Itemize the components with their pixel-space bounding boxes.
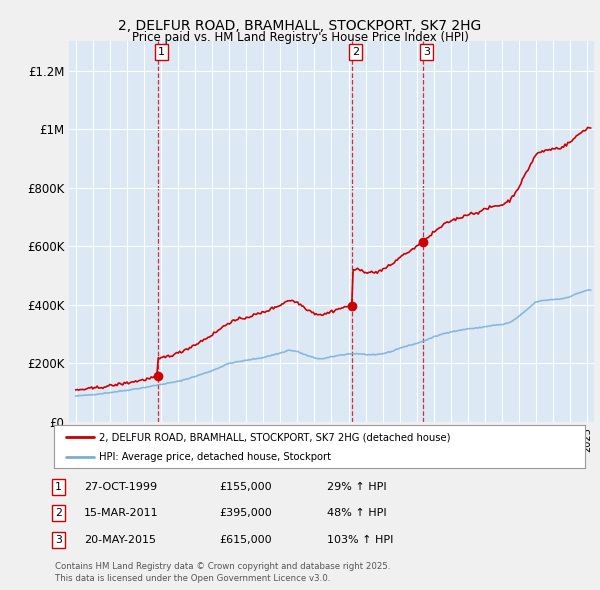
Text: This data is licensed under the Open Government Licence v3.0.: This data is licensed under the Open Gov… [55, 574, 331, 583]
Text: Price paid vs. HM Land Registry's House Price Index (HPI): Price paid vs. HM Land Registry's House … [131, 31, 469, 44]
Text: 3: 3 [55, 535, 62, 545]
Text: 3: 3 [423, 47, 430, 57]
Text: 27-OCT-1999: 27-OCT-1999 [84, 482, 157, 491]
Text: £615,000: £615,000 [219, 535, 272, 545]
Text: 2: 2 [55, 509, 62, 518]
Text: 48% ↑ HPI: 48% ↑ HPI [327, 509, 386, 518]
Text: 2: 2 [352, 47, 359, 57]
Text: 103% ↑ HPI: 103% ↑ HPI [327, 535, 394, 545]
Text: 15-MAR-2011: 15-MAR-2011 [84, 509, 158, 518]
Text: 2, DELFUR ROAD, BRAMHALL, STOCKPORT, SK7 2HG: 2, DELFUR ROAD, BRAMHALL, STOCKPORT, SK7… [118, 19, 482, 33]
Text: 1: 1 [55, 482, 62, 491]
Text: Contains HM Land Registry data © Crown copyright and database right 2025.: Contains HM Land Registry data © Crown c… [55, 562, 391, 571]
Text: 29% ↑ HPI: 29% ↑ HPI [327, 482, 386, 491]
Text: 2, DELFUR ROAD, BRAMHALL, STOCKPORT, SK7 2HG (detached house): 2, DELFUR ROAD, BRAMHALL, STOCKPORT, SK7… [99, 432, 451, 442]
Text: HPI: Average price, detached house, Stockport: HPI: Average price, detached house, Stoc… [99, 453, 331, 462]
Text: £155,000: £155,000 [219, 482, 272, 491]
Text: 1: 1 [158, 47, 165, 57]
Text: 20-MAY-2015: 20-MAY-2015 [84, 535, 156, 545]
Text: £395,000: £395,000 [219, 509, 272, 518]
